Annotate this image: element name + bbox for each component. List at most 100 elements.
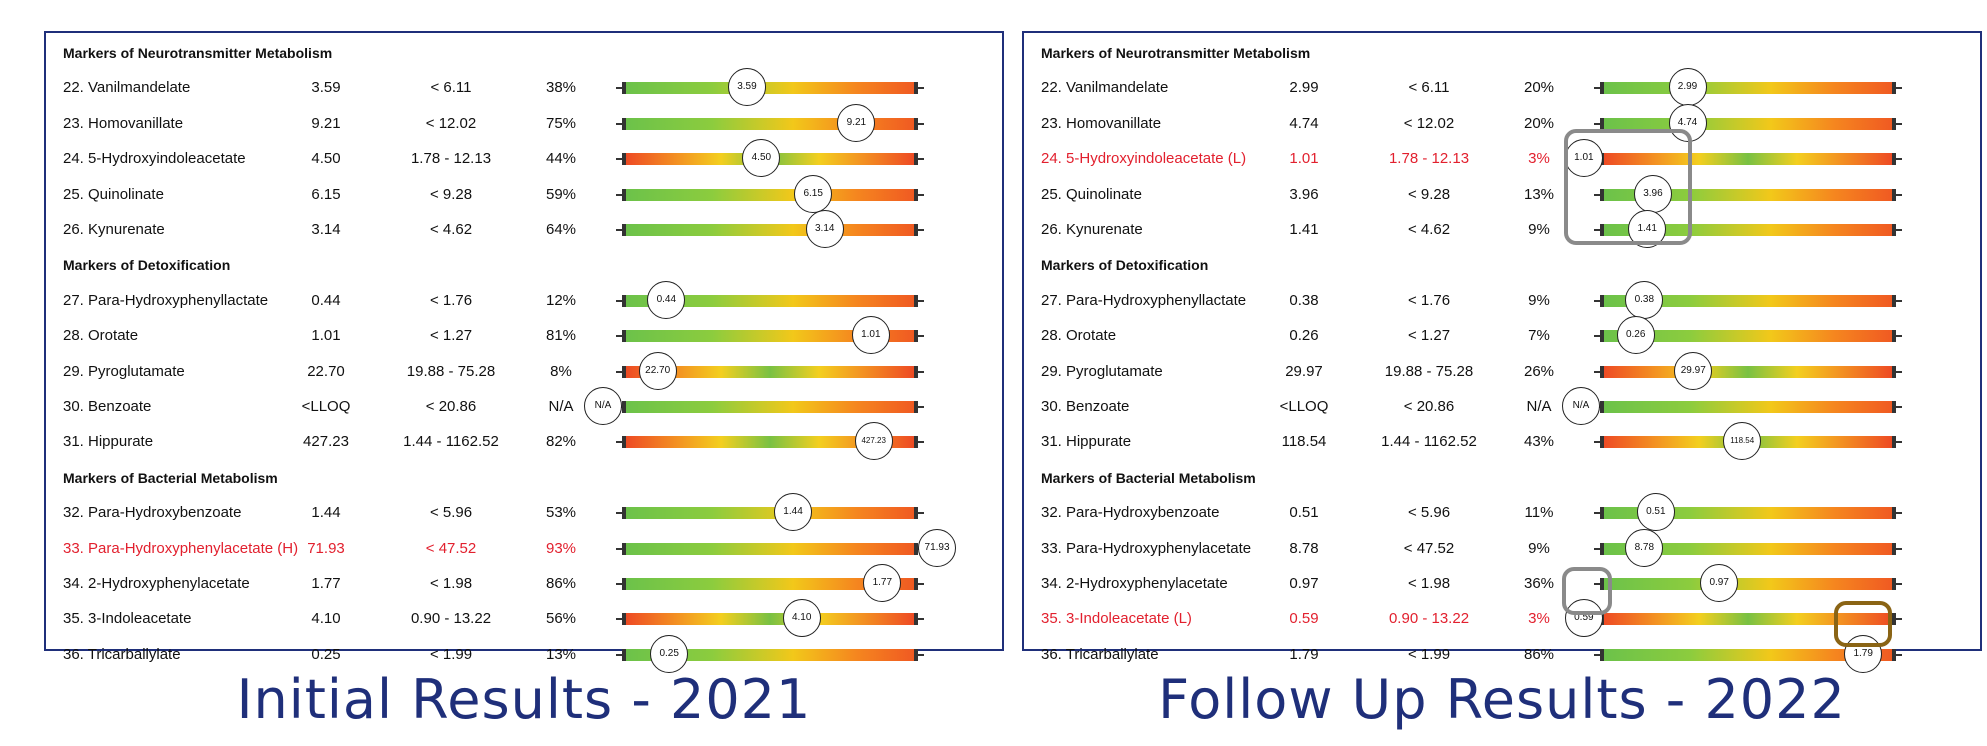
percentile: 86%	[545, 575, 577, 592]
bar-end-cap	[914, 401, 918, 413]
bar-end-cap	[622, 507, 626, 520]
gradient-bar	[626, 542, 914, 555]
percentile: 8%	[550, 362, 572, 380]
range-bar: 29.97	[1594, 351, 1902, 390]
percentile: 3%	[1528, 610, 1550, 628]
section-title: Markers of Bacterial Metabolism	[63, 469, 278, 486]
reference-range: < 4.62	[1407, 221, 1451, 238]
bar-end-cap	[622, 542, 626, 555]
range-bar: 0.38	[1594, 280, 1902, 319]
gradient-bar	[626, 507, 914, 520]
marker-value: 118.54	[1281, 433, 1327, 451]
marker-value: 1.41	[1289, 221, 1319, 238]
bar-end-cap	[1892, 365, 1896, 378]
marker-name: 31. Hippurate	[1041, 433, 1132, 451]
range-bar: 8.78	[1594, 528, 1902, 567]
marker-value: 3.96	[1289, 185, 1319, 203]
bar-end-cap	[914, 578, 918, 590]
gradient-bar	[1604, 401, 1892, 413]
range-bar: 0.44	[616, 280, 924, 319]
marker-name: 29. Pyroglutamate	[63, 362, 185, 380]
reference-range: < 1.76	[429, 291, 473, 309]
range-bar: 3.96	[1594, 174, 1902, 213]
gradient-bar	[626, 648, 914, 661]
bar-end-tick	[616, 299, 622, 302]
marker-row: 24. 5-Hydroxyindoleacetate 4.50 1.78 - 12.…	[46, 139, 1002, 178]
bar-end-tick	[616, 370, 622, 373]
marker-value: 4.74	[1289, 114, 1319, 132]
percentile: N/A	[1526, 398, 1552, 415]
percentile: 20%	[1523, 79, 1555, 97]
reference-range: < 6.11	[1408, 79, 1450, 97]
bar-end-cap	[1600, 82, 1604, 95]
bar-end-cap	[622, 648, 626, 661]
range-bar: 0.25	[616, 634, 924, 673]
result-marker: N/A	[1561, 387, 1600, 425]
percentile: 7%	[1528, 327, 1550, 345]
marker-row: 31. Hippurate 427.23 1.44 - 1162.52 82% 427.…	[46, 422, 1002, 461]
bar-end-tick	[918, 193, 924, 196]
bar-end-cap	[1600, 507, 1604, 520]
result-marker: 3.59	[727, 68, 766, 107]
bar-end-tick	[616, 653, 622, 656]
gradient-bar	[626, 330, 914, 343]
bar-end-cap	[914, 542, 918, 555]
marker-row: 34. 2-Hydroxyphenylacetate 0.97 < 1.98 36% 0…	[1024, 564, 1980, 602]
result-marker: 2.99	[1668, 68, 1707, 107]
bar-end-tick	[1896, 158, 1902, 161]
result-marker: 1.01	[851, 316, 890, 355]
bar-end-tick	[918, 618, 924, 621]
marker-name: 28. Orotate	[63, 327, 139, 345]
marker-name: 22. Vanilmandelate	[1041, 79, 1169, 97]
marker-name: 32. Para-Hydroxybenzoate	[1041, 504, 1220, 522]
marker-name: 35. 3-Indoleacetate (L)	[1041, 610, 1192, 628]
marker-row: 29. Pyroglutamate 29.97 19.88 - 75.28 26% 29…	[1024, 351, 1980, 390]
result-marker: 71.93	[918, 528, 957, 567]
result-marker: 29.97	[1674, 351, 1713, 390]
range-bar: 0.26	[1594, 316, 1902, 355]
bar-end-cap	[622, 188, 626, 201]
percentile: 38%	[545, 79, 577, 97]
percentile: 36%	[1523, 575, 1555, 592]
bar-end-cap	[1600, 542, 1604, 555]
reference-range: < 6.11	[430, 79, 472, 97]
reference-range: 1.78 - 12.13	[410, 150, 492, 168]
bar-end-tick	[918, 87, 924, 90]
marker-row: 25. Quinolinate 3.96 < 9.28 13% 3.96	[1024, 174, 1980, 213]
result-marker: 0.59	[1564, 599, 1603, 638]
bar-end-cap	[622, 117, 626, 130]
bar-end-cap	[1892, 648, 1896, 661]
range-bar: N/A	[1561, 387, 1902, 425]
bar-end-cap	[914, 294, 918, 307]
bar-end-tick	[616, 583, 622, 585]
bar-end-tick	[1594, 193, 1600, 196]
range-bar: 3.59	[616, 68, 924, 107]
range-bar: 1.77	[616, 564, 924, 602]
result-marker: 0.44	[647, 280, 686, 319]
bar-end-tick	[918, 370, 924, 373]
result-marker: 8.78	[1625, 528, 1664, 567]
bar-end-cap	[1892, 330, 1896, 343]
percentile: 13%	[545, 645, 577, 663]
bar-end-cap	[622, 82, 626, 95]
bar-end-tick	[616, 193, 622, 196]
bar-end-cap	[622, 613, 626, 626]
gradient-bar	[1604, 82, 1892, 95]
gradient-bar	[1604, 507, 1892, 520]
marker-name: 34. 2-Hydroxyphenylacetate	[1041, 575, 1228, 592]
result-marker: 0.51	[1636, 493, 1675, 532]
marker-value: 1.44	[311, 504, 341, 522]
bar-end-tick	[918, 583, 924, 585]
gradient-bar	[626, 578, 914, 590]
bar-end-tick	[1594, 583, 1600, 585]
marker-name: 34. 2-Hydroxyphenylacetate	[63, 575, 250, 592]
marker-value: 6.15	[311, 185, 341, 203]
marker-name: 26. Kynurenate	[1041, 221, 1143, 238]
reference-range: < 9.28	[429, 185, 473, 203]
result-marker: 4.50	[742, 139, 781, 178]
bar-end-tick	[1594, 87, 1600, 90]
marker-row: 36. Tricarballylate 0.25 < 1.99 13% 0.25	[46, 634, 1002, 673]
range-bar: 22.70	[616, 351, 924, 390]
marker-name: 36. Tricarballylate	[1041, 645, 1159, 663]
percentile: 59%	[545, 185, 577, 203]
